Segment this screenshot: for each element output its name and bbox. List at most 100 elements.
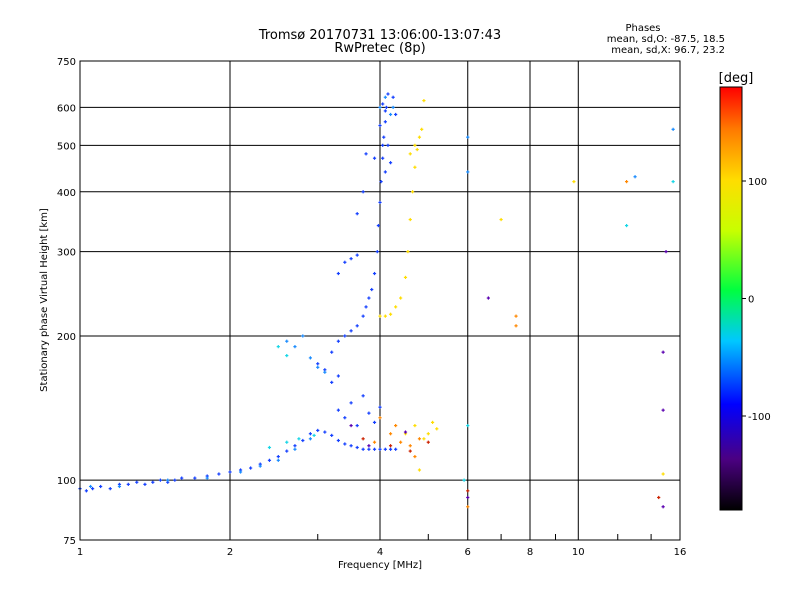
data-point [394, 423, 398, 428]
data-point [378, 200, 382, 205]
legend-line-x: mean, sd,X: 96.7, 23.2 [611, 45, 725, 56]
data-point [355, 253, 359, 257]
chart-title: Tromsø 20170731 13:06:00-13:07:43 [258, 28, 501, 43]
data-point [378, 314, 382, 318]
data-points [78, 92, 675, 509]
data-point [394, 447, 398, 451]
data-point [158, 478, 163, 482]
data-point [343, 334, 347, 338]
data-point [88, 484, 93, 489]
data-point [413, 423, 417, 428]
data-point [355, 212, 359, 216]
y-tick-label: 500 [57, 141, 76, 152]
data-point [276, 345, 280, 349]
data-point [378, 405, 382, 409]
data-point [166, 478, 170, 482]
data-point [376, 223, 380, 228]
data-point [143, 482, 147, 486]
data-point [394, 112, 398, 117]
data-point [349, 444, 353, 448]
data-point [99, 484, 103, 489]
data-point [372, 440, 377, 444]
data-point [228, 470, 232, 474]
data-point [316, 428, 320, 433]
data-point [408, 217, 412, 222]
data-point [276, 454, 280, 459]
data-point [301, 334, 305, 338]
data-point [372, 271, 377, 276]
data-point [671, 180, 675, 184]
data-point [430, 420, 435, 424]
colorbar-tick-label: 100 [748, 177, 767, 188]
data-point [413, 454, 417, 459]
y-axis-ticks: 75 100 200 300 400 500 600 750 [57, 57, 76, 547]
data-point [267, 458, 272, 462]
data-point [661, 408, 665, 412]
chart-subtitle: RwPretec (8p) [334, 41, 425, 56]
data-point [267, 445, 272, 450]
data-point [466, 135, 470, 139]
data-point [378, 123, 382, 128]
data-point [205, 476, 209, 480]
data-point [633, 175, 637, 179]
data-point [293, 345, 297, 349]
data-point [308, 432, 313, 436]
data-point [361, 447, 365, 451]
data-point [399, 296, 403, 300]
data-point [361, 394, 365, 398]
data-point [417, 468, 422, 472]
data-point [108, 487, 112, 491]
x-tick-label: 10 [572, 547, 585, 558]
data-point [336, 374, 340, 378]
data-point [664, 250, 668, 254]
data-point [466, 495, 470, 500]
data-point [361, 314, 365, 318]
data-point [381, 143, 385, 147]
data-point [336, 408, 340, 412]
data-point [408, 449, 412, 453]
data-point [408, 444, 412, 448]
data-point [410, 190, 415, 194]
data-point [173, 478, 177, 482]
data-point [258, 464, 262, 468]
data-point [343, 416, 347, 420]
data-point [386, 92, 390, 96]
data-point [499, 217, 503, 222]
data-point [367, 447, 371, 451]
data-point [91, 487, 95, 491]
data-point [135, 480, 139, 484]
y-tick-label: 75 [63, 536, 76, 547]
data-point [383, 447, 387, 451]
data-point [466, 505, 470, 509]
data-point [297, 437, 301, 441]
data-point [413, 143, 417, 147]
data-point [408, 152, 412, 156]
data-point [388, 444, 393, 448]
x-tick-label: 6 [465, 547, 471, 558]
y-axis-label: Stationary phase Virtual Height [km] [39, 208, 50, 392]
data-point [466, 170, 470, 174]
data-point [381, 156, 385, 160]
data-point [375, 250, 379, 254]
data-point [372, 447, 377, 451]
data-point [426, 440, 430, 444]
data-point [378, 105, 382, 110]
data-point [349, 329, 353, 333]
data-point [180, 476, 184, 480]
data-point [293, 444, 297, 448]
legend-line-o: mean, sd,O: -87.5, 18.5 [607, 34, 725, 45]
y-tick-label: 300 [57, 248, 76, 259]
data-point [151, 480, 155, 484]
data-point [403, 430, 408, 434]
data-point [285, 339, 289, 343]
data-point [316, 362, 320, 366]
data-point [117, 484, 122, 489]
colorbar-tick-label: 0 [748, 295, 754, 306]
data-point [361, 190, 365, 194]
x-tick-label: 4 [377, 547, 383, 558]
data-point [406, 250, 410, 254]
data-point [323, 370, 327, 374]
data-point [330, 433, 334, 438]
data-point [417, 135, 422, 139]
data-point [403, 275, 408, 280]
